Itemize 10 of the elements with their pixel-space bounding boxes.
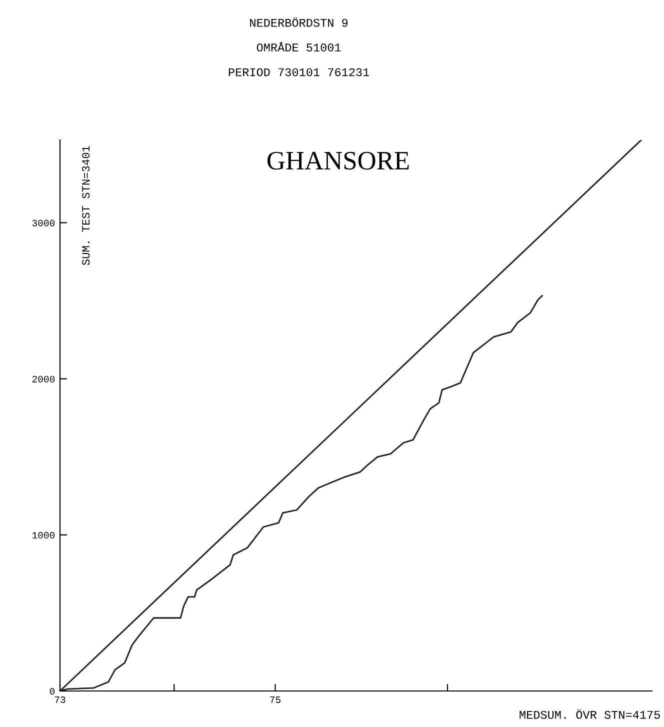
y-axis-title: SUM. TEST STN=3401 [82, 146, 90, 266]
y-tick-label: 3000 [32, 220, 55, 226]
x-tick-label: 73 [54, 696, 66, 703]
y-tick-label: 2000 [32, 376, 55, 382]
y-tick-label: 0 [50, 688, 55, 695]
y-tick-label: 1000 [32, 532, 55, 539]
x-axis-title: MEDSUM. ÖVR STN=4175 [520, 709, 660, 719]
text: NEDERBÖRDSTN 9 OMRÅDE 51001 PERIOD 730101 761231 [228, 17, 370, 76]
x-tick-label: 75 [270, 696, 280, 703]
chart-title: GHANSORE [267, 152, 409, 170]
